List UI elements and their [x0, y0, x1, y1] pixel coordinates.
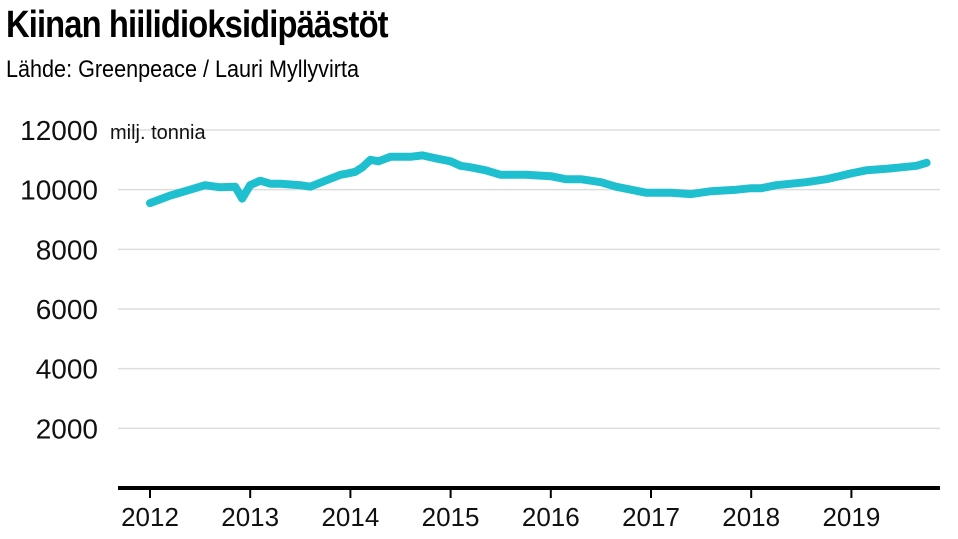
chart-title: Kiinan hiilidioksidipäästöt: [6, 4, 389, 46]
y-tick-label-8000: 8000: [36, 234, 98, 265]
y-tick-label-6000: 6000: [36, 294, 98, 325]
gridlines: [118, 129, 940, 430]
x-tick-label-2015: 2015: [422, 502, 480, 532]
x-tick-label-2017: 2017: [622, 502, 680, 532]
x-tick-label-2012: 2012: [121, 502, 179, 532]
y-tick-label-2000: 2000: [36, 413, 98, 444]
unit-label: milj. tonnia: [110, 122, 206, 144]
chart-source: Lähde: Greenpeace / Lauri Myllyvirta: [6, 56, 359, 83]
x-axis-ticks: 2012 2013 2014 2015 2016 2017 2018 2019: [121, 488, 880, 532]
x-tick-label-2014: 2014: [321, 502, 379, 532]
x-tick-label-2016: 2016: [522, 502, 580, 532]
x-tick-label-2018: 2018: [722, 502, 780, 532]
y-tick-label-4000: 4000: [36, 354, 98, 385]
y-tick-label-10000: 10000: [20, 175, 98, 206]
series-lines: [146, 151, 931, 208]
x-tick-label-2013: 2013: [221, 502, 279, 532]
y-tick-label-12000: 12000: [20, 115, 98, 146]
x-tick-label-2019: 2019: [822, 502, 880, 532]
series-line-0: [146, 151, 931, 208]
y-axis-ticks: 12000 10000 8000 6000 4000 2000: [20, 115, 98, 444]
